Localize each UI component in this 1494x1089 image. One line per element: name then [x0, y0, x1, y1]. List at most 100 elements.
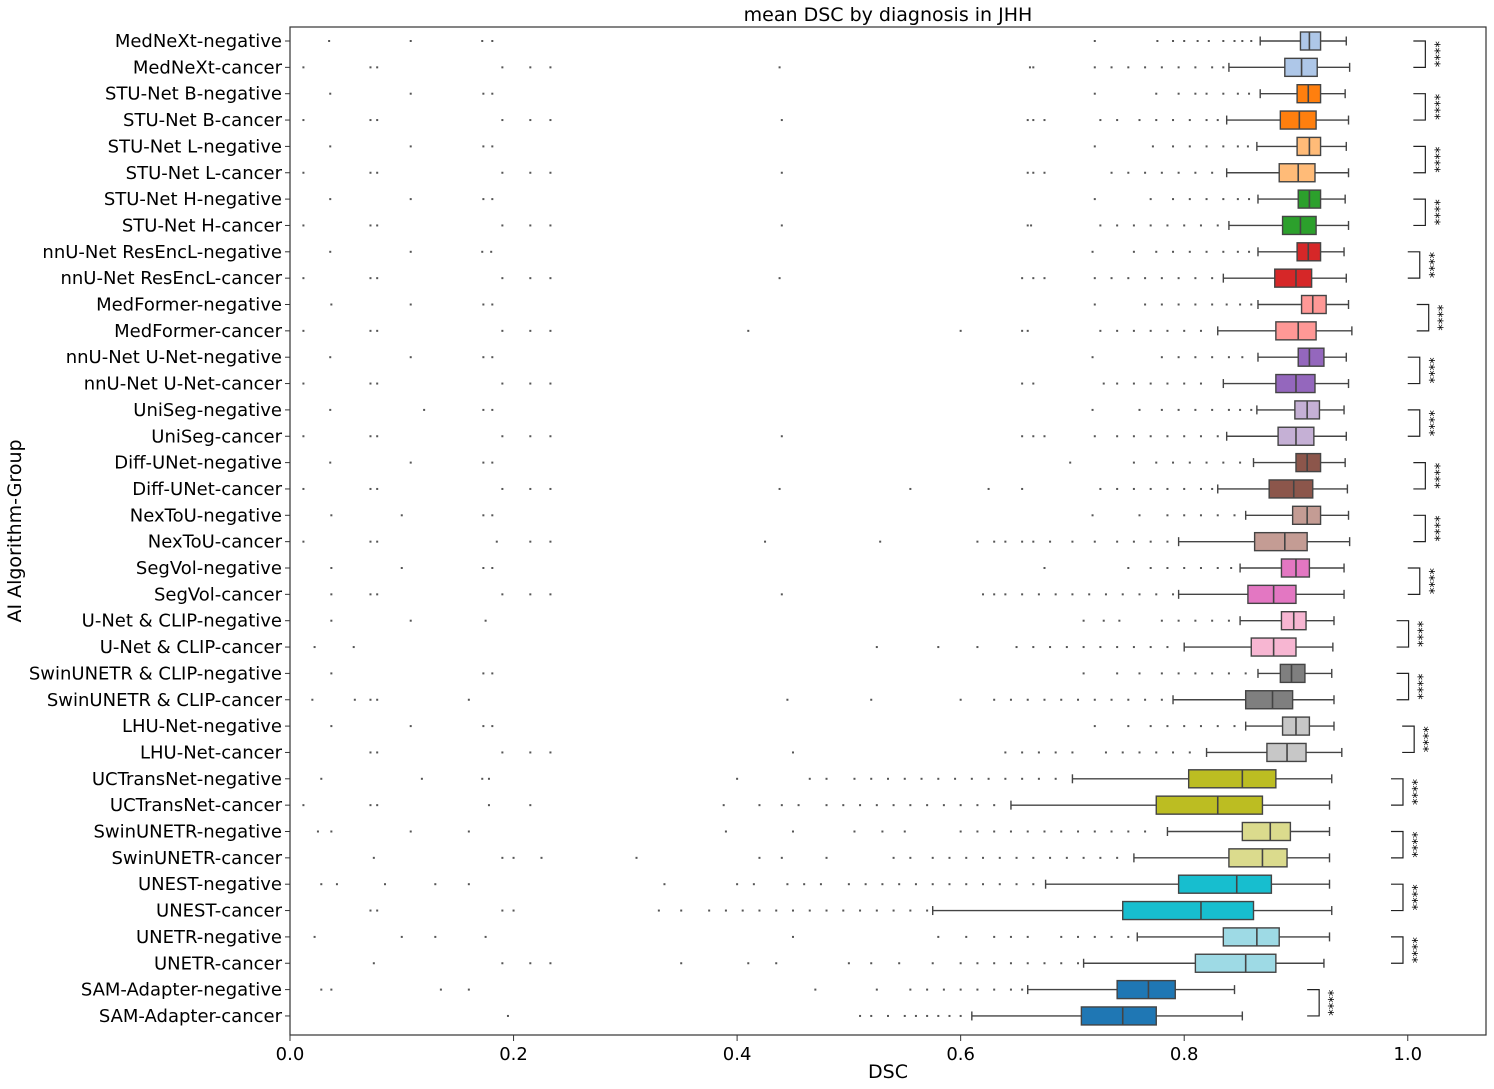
- outlier-point: [1116, 672, 1119, 675]
- box-group: [369, 742, 1343, 763]
- significance-label: ****: [1404, 937, 1419, 964]
- outlier-point: [1144, 66, 1147, 69]
- outlier-point: [1160, 619, 1163, 622]
- outlier-point: [752, 883, 755, 886]
- outlier-point: [1138, 408, 1141, 411]
- outlier-point: [1132, 435, 1135, 438]
- outlier-point: [1227, 619, 1230, 622]
- outlier-point: [898, 962, 901, 965]
- y-tick-label: UNETR-negative: [136, 927, 282, 948]
- outlier-point: [491, 145, 494, 148]
- outlier-point: [859, 909, 862, 912]
- outlier-point: [1032, 119, 1035, 122]
- outlier-point: [1082, 856, 1085, 859]
- outlier-point: [1149, 487, 1152, 490]
- outlier-point: [1043, 962, 1046, 965]
- bracket-line: [1396, 672, 1410, 701]
- outlier-point: [1155, 92, 1158, 95]
- outlier-point: [1183, 40, 1186, 42]
- y-tick-label: STU-Net L-negative: [108, 136, 282, 157]
- box-group: [302, 795, 1331, 815]
- outlier-point: [993, 540, 996, 543]
- y-tick-label: Diff-UNet-cancer: [132, 479, 282, 500]
- outlier-point: [549, 277, 552, 280]
- outlier-point: [1194, 171, 1197, 174]
- outlier-point: [993, 935, 996, 938]
- outlier-point: [1216, 567, 1219, 569]
- outlier-point: [942, 988, 945, 991]
- y-tick-label: STU-Net B-negative: [105, 84, 282, 105]
- y-tick-label: U-Net & CLIP-cancer: [100, 637, 283, 658]
- outlier-point: [482, 725, 485, 728]
- y-tick-label: UNETR-cancer: [154, 953, 283, 974]
- outlier-point: [549, 962, 552, 965]
- outlier-point: [1149, 435, 1152, 438]
- outlier-point: [1222, 198, 1225, 201]
- significance-bracket: ****: [1407, 409, 1436, 437]
- y-tick-label: MedNeXt-cancer: [133, 57, 283, 78]
- outlier-point: [549, 751, 552, 754]
- significance-label: ****: [1426, 463, 1441, 490]
- outlier-point: [842, 804, 845, 807]
- box-group: [302, 163, 1350, 183]
- iqr-box: [1244, 690, 1294, 710]
- outlier-point: [1207, 40, 1210, 42]
- outlier-point: [987, 777, 990, 780]
- bracket-line: [1390, 883, 1404, 912]
- iqr-box: [1299, 31, 1322, 51]
- outlier-point: [976, 646, 979, 649]
- outlier-point: [1236, 198, 1239, 201]
- outlier-point: [529, 593, 532, 596]
- box-group: [372, 848, 1331, 868]
- y-tick-label: UNEST-negative: [138, 874, 282, 895]
- outlier-point: [1149, 646, 1152, 649]
- outlier-point: [1132, 461, 1135, 464]
- outlier-point: [1054, 777, 1057, 780]
- outlier-point: [982, 883, 985, 886]
- outlier-point: [369, 119, 372, 122]
- iqr-box: [1177, 874, 1273, 894]
- outlier-point: [330, 830, 333, 833]
- outlier-point: [780, 435, 783, 438]
- bracket-line: [1307, 989, 1320, 1017]
- y-tick-label: LHU-Net-cancer: [140, 742, 283, 763]
- outlier-point: [1082, 646, 1085, 649]
- outlier-point: [1248, 250, 1251, 253]
- outlier-point: [1183, 487, 1186, 490]
- outlier-point: [376, 435, 379, 438]
- outlier-point: [501, 66, 504, 69]
- box-group: [330, 663, 1333, 684]
- outlier-point: [482, 567, 485, 569]
- y-axis-label: AI Algorithm-Group: [4, 439, 26, 622]
- bracket-line: [1413, 93, 1426, 121]
- outlier-point: [549, 119, 552, 122]
- outlier-point: [741, 909, 744, 912]
- outlier-point: [786, 698, 789, 701]
- outlier-point: [1116, 646, 1119, 649]
- significance-label: ****: [1426, 199, 1441, 226]
- box-group: [329, 452, 1346, 473]
- chart-title: mean DSC by diagnosis in JHH: [744, 4, 1033, 26]
- outlier-point: [491, 40, 494, 42]
- outlier-point: [976, 988, 979, 991]
- outlier-point: [1077, 830, 1080, 833]
- outlier-point: [320, 988, 323, 991]
- outlier-point: [758, 856, 761, 859]
- outlier-point: [791, 751, 794, 754]
- outlier-point: [1199, 514, 1202, 517]
- outlier-point: [330, 303, 333, 306]
- outlier-point: [909, 988, 912, 991]
- outlier-point: [1099, 856, 1102, 859]
- outlier-point: [1093, 935, 1096, 938]
- outlier-point: [1021, 777, 1024, 780]
- significance-bracket: ****: [1396, 672, 1425, 701]
- outlier-point: [1177, 277, 1180, 280]
- outlier-point: [376, 593, 379, 596]
- outlier-point: [808, 777, 811, 780]
- outlier-point: [965, 935, 968, 938]
- outlier-point: [1211, 487, 1214, 490]
- outlier-point: [1155, 119, 1158, 122]
- outlier-point: [467, 988, 470, 991]
- outlier-point: [1043, 277, 1046, 280]
- outlier-point: [892, 856, 895, 859]
